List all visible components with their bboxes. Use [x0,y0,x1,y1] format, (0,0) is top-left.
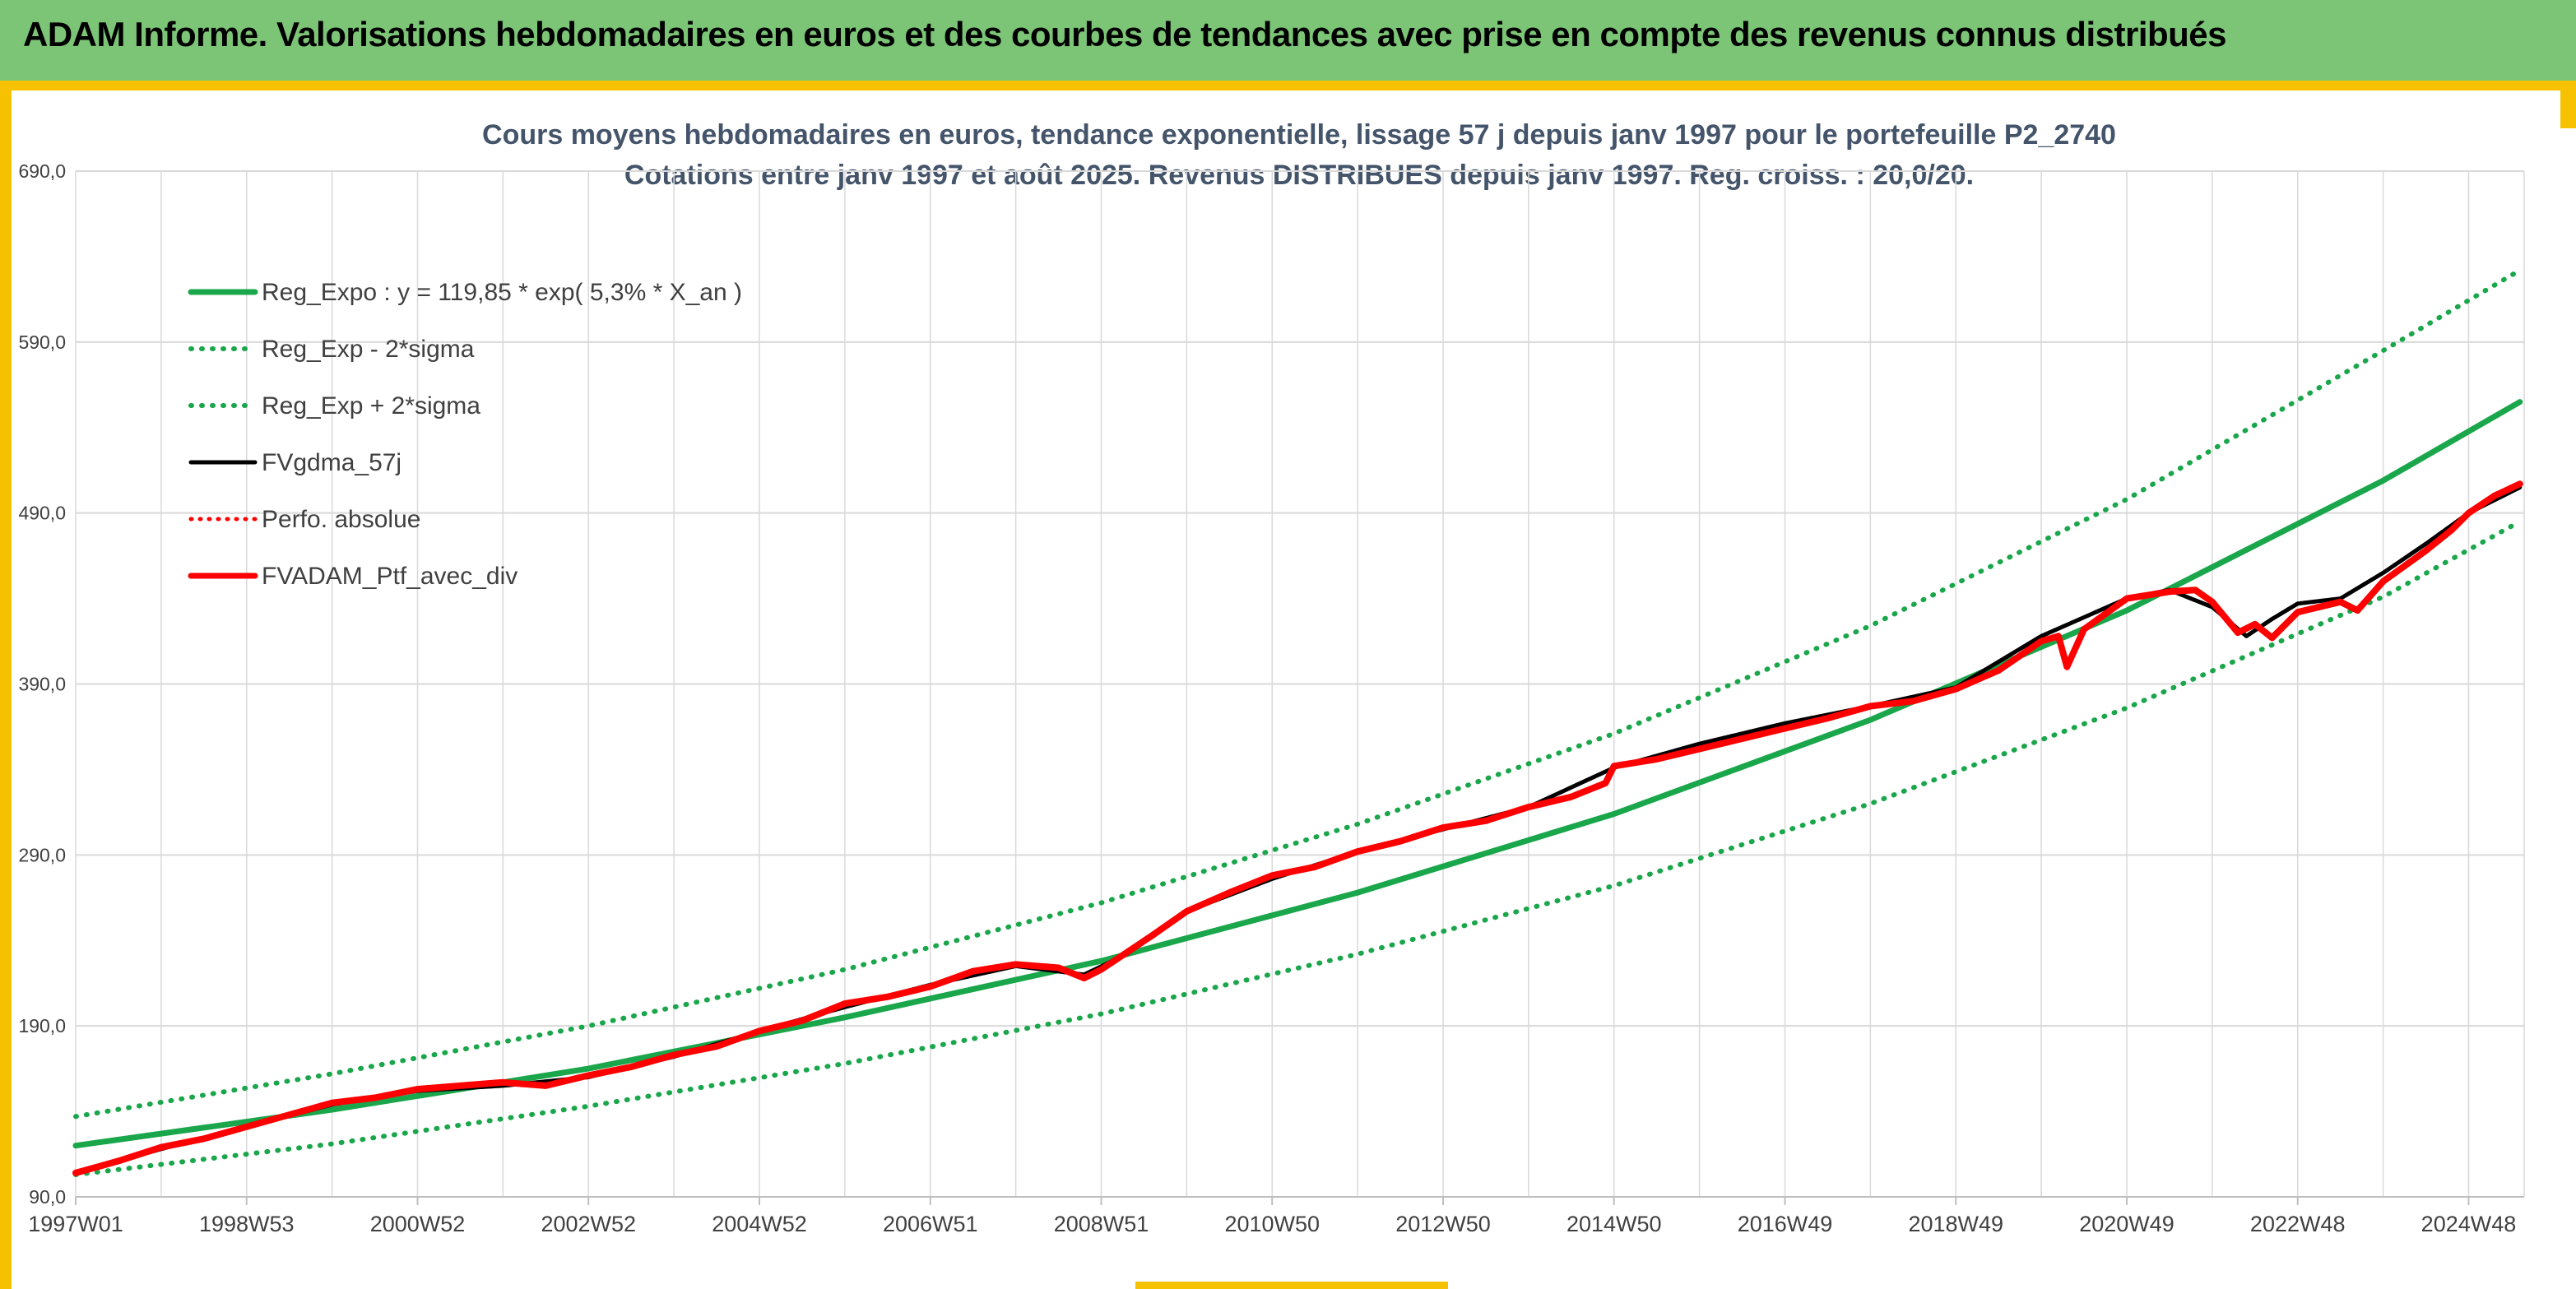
series-line-3 [73,485,2523,1175]
y-tick-label: 390,0 [18,674,66,695]
accent-border-top [0,81,2576,90]
x-tick-label: 2022W48 [2250,1212,2346,1236]
x-tick-label: 2010W50 [1224,1212,1320,1236]
accent-border-right [2560,81,2576,128]
series-line-2 [73,267,2523,1120]
accent-border-left [0,81,12,1289]
x-tick-label: 2012W50 [1395,1212,1491,1236]
y-tick-label: 490,0 [18,503,66,524]
header-bar: ADAM Informe. Valorisations hebdomadaire… [0,0,2576,81]
y-tick-label: 690,0 [18,160,66,182]
x-tick-label: 2018W49 [1908,1212,2003,1236]
accent-border-bottom [1135,1282,1448,1289]
legend: Reg_Expo : y = 119,85 * exp( 5,3% * X_an… [188,279,742,590]
x-tick-label: 2008W51 [1054,1212,1149,1236]
x-tick-label: 2020W49 [2079,1212,2175,1236]
chart-title: Cours moyens hebdomadaires en euros, ten… [482,119,2116,151]
x-tick-label: 2000W52 [370,1212,466,1236]
x-tick-label: 2006W51 [883,1212,978,1236]
y-tick-label: 590,0 [18,332,66,353]
x-tick-label: 2016W49 [1738,1212,1833,1236]
axes: 90,0 190,0 290,0 390,0 490,0 590,0 690,0 1997W0… [18,160,2524,1236]
x-tick-label: 1998W53 [199,1212,295,1236]
series-layer [72,267,2523,1177]
legend-label: Reg_Expo : y = 119,85 * exp( 5,3% * X_an… [262,279,742,306]
gridlines [75,170,2525,1198]
legend-label: Reg_Exp + 2*sigma [262,392,480,420]
x-tick-label: 2002W52 [541,1212,636,1236]
y-tick-label: 90,0 [29,1186,66,1208]
x-tick-label: 2024W48 [2421,1212,2517,1236]
series-line-4 [73,485,2523,1175]
legend-label: Reg_Exp - 2*sigma [262,336,475,363]
x-tick-label: 2004W52 [712,1212,807,1236]
y-tick-label: 290,0 [18,844,66,865]
legend-label: FVgdma_57j [262,449,401,476]
x-tick-label: 2014W50 [1566,1212,1662,1236]
x-tick-label: 1997W01 [28,1212,123,1236]
legend-label: Perfo. absolue [262,506,420,533]
chart-subtitle: Cotations entre janv 1997 et août 2025. … [624,160,1974,191]
line-chart: Cours moyens hebdomadaires en euros, ten… [18,119,2525,1236]
legend-label: FVADAM_Ptf_avec_div [262,563,518,590]
series-line-5 [72,480,2523,1176]
y-tick-label: 190,0 [18,1015,66,1036]
chart-area: Cours moyens hebdomadaires en euros, ten… [12,90,2560,1282]
page-title: ADAM Informe. Valorisations hebdomadaire… [23,15,2227,53]
series-line-1 [73,519,2523,1177]
